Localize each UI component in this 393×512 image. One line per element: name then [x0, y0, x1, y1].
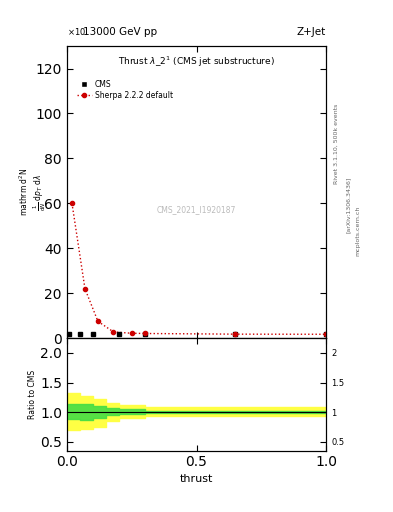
Text: mcplots.cern.ch: mcplots.cern.ch: [356, 205, 361, 255]
Legend: CMS, Sherpa 2.2.2 default: CMS, Sherpa 2.2.2 default: [76, 79, 174, 100]
Text: Z+Jet: Z+Jet: [296, 27, 325, 37]
Y-axis label: Ratio to CMS: Ratio to CMS: [28, 370, 37, 419]
Text: Rivet 3.1.10, 500k events: Rivet 3.1.10, 500k events: [334, 103, 339, 183]
Y-axis label: mathrm d$^2$N
$\frac{1}{\mathrm{d}N}\ \mathrm{d}p_T\ \mathrm{d}\lambda$: mathrm d$^2$N $\frac{1}{\mathrm{d}N}\ \m…: [17, 168, 48, 217]
Text: [arXiv:1306.3436]: [arXiv:1306.3436]: [346, 177, 351, 233]
Text: CMS_2021_I1920187: CMS_2021_I1920187: [157, 205, 236, 214]
Text: Thrust $\lambda\_2^1$ (CMS jet substructure): Thrust $\lambda\_2^1$ (CMS jet substruct…: [118, 55, 275, 69]
X-axis label: thrust: thrust: [180, 474, 213, 484]
Text: 13000 GeV pp: 13000 GeV pp: [83, 27, 157, 37]
Text: $\times10$: $\times10$: [67, 26, 86, 37]
